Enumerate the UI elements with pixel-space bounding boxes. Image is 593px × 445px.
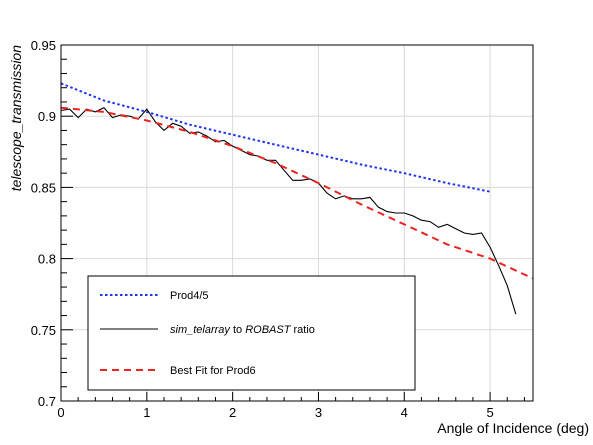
y-axis-title: telescope_transmission [8,45,24,192]
x-tick-label: 4 [401,405,408,420]
y-tick-label: 0.9 [38,109,56,124]
y-tick-label: 0.75 [31,323,56,338]
series-layer [60,82,534,315]
legend-label-part: ROBAST [245,324,292,336]
legend-label: Prod4/5 [170,290,209,302]
y-tick-label: 0.8 [38,252,56,267]
x-tick-label: 2 [229,405,236,420]
x-tick-label: 3 [315,405,322,420]
legend-label-part: ratio [290,324,314,336]
plot-frame [60,44,534,402]
legend-label-part: sim_telarray [170,324,231,336]
x-tick-label: 5 [486,405,493,420]
y-tick-label: 0.85 [31,180,56,195]
legend: Prod4/5 sim_telarray to ROBAST ratio Best … [87,275,416,391]
x-tick-label: 1 [143,405,150,420]
axis-ticks: 0 1 2 3 4 5 0.7 0.75 0.8 0.85 0.9 0.95 [31,38,525,420]
x-axis-title: Angle of Incidence (deg) [437,420,589,436]
y-tick-label: 0.7 [38,394,56,409]
legend-label: sim_telarray to ROBAST ratio [170,324,315,336]
legend-label: Best Fit for Prod6 [170,365,256,377]
y-tick-label: 0.95 [31,38,56,53]
series-line [60,106,534,280]
series-line [60,82,491,193]
x-tick-label: 0 [57,405,64,420]
legend-label-part: to [230,324,245,336]
